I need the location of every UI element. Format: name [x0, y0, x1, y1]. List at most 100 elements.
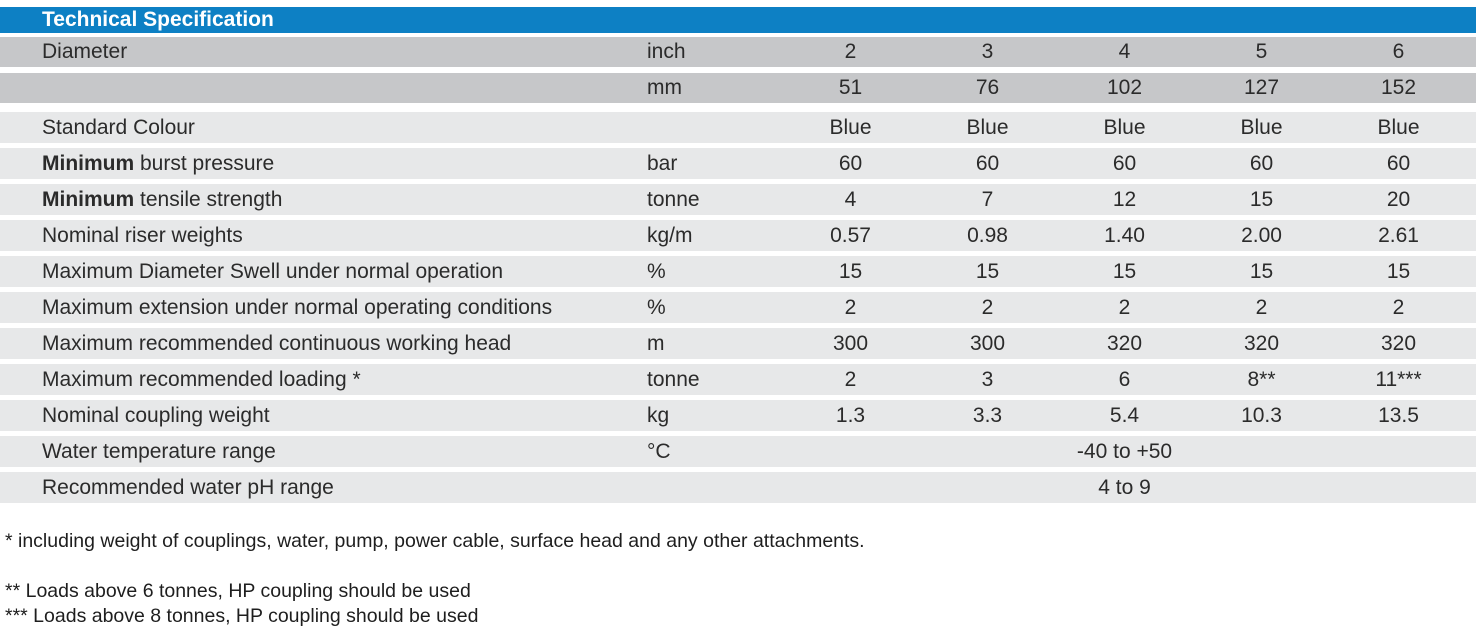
row-value: 76: [975, 76, 1000, 99]
row-value: 2: [981, 295, 994, 319]
row-value: Blue: [1240, 115, 1283, 139]
row-unit: %: [647, 295, 666, 319]
row-value: Blue: [1377, 115, 1420, 139]
row-value: 2: [1392, 295, 1405, 319]
row-value: 4: [844, 187, 857, 211]
row-value: 60: [838, 151, 863, 175]
row-value: 15: [1112, 259, 1137, 283]
row-unit: kg: [647, 403, 670, 427]
row-unit: tonne: [647, 367, 700, 391]
row-label: Nominal riser weights: [42, 223, 243, 247]
row-value: 3.3: [972, 403, 1003, 427]
footnote-group: ** Loads above 6 tonnes, HP coupling sho…: [0, 579, 1476, 629]
footnote-loading-definition: * including weight of couplings, water, …: [5, 530, 865, 552]
row-value: Blue: [829, 115, 872, 139]
table-row: Recommended water pH range 4 to 9: [0, 472, 1476, 503]
row-value: 300: [969, 331, 1006, 355]
row-unit: kg/m: [647, 223, 693, 247]
row-value: 2: [844, 40, 857, 63]
row-value: 60: [1249, 151, 1274, 175]
row-value: 11***: [1375, 367, 1422, 391]
row-value: 2: [1255, 295, 1268, 319]
table-row: Nominal riser weights kg/m 0.57 0.98 1.40 2.0…: [0, 220, 1476, 251]
row-value: 15: [1386, 259, 1411, 283]
row-value: 152: [1380, 76, 1417, 99]
row-label: Nominal coupling weight: [42, 403, 270, 427]
table-row: Nominal coupling weight kg 1.3 3.3 5.4 10.3 13…: [0, 400, 1476, 431]
row-label: Maximum recommended continuous working h…: [42, 331, 512, 355]
row-label-bold-part: Minimum: [42, 151, 135, 175]
row-unit: inch: [647, 40, 686, 63]
row-value: 2: [1118, 295, 1131, 319]
row-label-bold-part: Minimum: [42, 187, 135, 211]
row-value: 3: [981, 40, 994, 63]
row-unit: tonne: [647, 187, 700, 211]
row-label: Diameter: [42, 40, 128, 63]
row-value: 60: [1112, 151, 1137, 175]
spec-table: Diameter inch 2 3 4 5 6 mm 51 76 102 127 152 Standard…: [0, 37, 1476, 503]
row-value: 15: [975, 259, 1000, 283]
row-value: 20: [1386, 187, 1411, 211]
row-value: 300: [832, 331, 869, 355]
row-value: 6: [1118, 367, 1131, 391]
row-value: 320: [1243, 331, 1280, 355]
row-value: 102: [1106, 76, 1143, 99]
row-unit: °C: [647, 439, 671, 463]
row-value: 127: [1243, 76, 1280, 99]
table-row: Minimum burst pressure bar 60 60 60 60 60: [0, 148, 1476, 179]
row-value: 320: [1106, 331, 1143, 355]
row-value: 15: [838, 259, 863, 283]
row-unit: m: [647, 331, 665, 355]
row-value: 0.57: [830, 223, 871, 247]
row-value: 2.61: [1378, 223, 1419, 247]
row-label: Minimum tensile strength: [42, 187, 283, 211]
row-value: Blue: [966, 115, 1009, 139]
row-value: 13.5: [1378, 403, 1419, 427]
row-value: 1.3: [835, 403, 866, 427]
table-row: Maximum recommended continuous working h…: [0, 328, 1476, 359]
table-row: Maximum Diameter Swell under normal oper…: [0, 256, 1476, 287]
row-value: 5.4: [1109, 403, 1140, 427]
row-value: 0.98: [967, 223, 1008, 247]
footnote-hp-coupling-8t: *** Loads above 8 tonnes, HP coupling sh…: [5, 605, 479, 627]
row-value: 4: [1118, 40, 1131, 63]
table-title: Technical Specification: [42, 8, 274, 31]
row-label: Water temperature range: [42, 439, 276, 463]
row-value: 15: [1249, 259, 1274, 283]
row-value: 320: [1380, 331, 1417, 355]
row-value: 12: [1112, 187, 1137, 211]
footnote-hp-coupling-6t: ** Loads above 6 tonnes, HP coupling sho…: [5, 580, 471, 602]
row-label: Maximum Diameter Swell under normal oper…: [42, 259, 504, 283]
row-merged-value: 4 to 9: [1098, 475, 1151, 499]
row-value: 15: [1249, 187, 1274, 211]
row-value: 5: [1255, 40, 1268, 63]
row-value: 2.00: [1241, 223, 1282, 247]
row-label: Standard Colour: [42, 115, 195, 139]
table-row: Standard Colour Blue Blue Blue Blue Blue: [0, 112, 1476, 143]
row-value: 60: [1386, 151, 1411, 175]
row-value: 6: [1392, 40, 1405, 63]
row-value: 2: [844, 367, 857, 391]
row-value: 3: [981, 367, 994, 391]
row-merged-value: -40 to +50: [1076, 439, 1173, 463]
row-label: Minimum burst pressure: [42, 151, 275, 175]
row-label: Maximum extension under normal operating…: [42, 295, 553, 319]
table-row: Maximum extension under normal operating…: [0, 292, 1476, 323]
row-value: 60: [975, 151, 1000, 175]
table-row: Diameter inch 2 3 4 5 6: [0, 37, 1476, 67]
row-value: 10.3: [1241, 403, 1282, 427]
row-value: 51: [838, 76, 863, 99]
table-row: mm 51 76 102 127 152: [0, 73, 1476, 103]
row-unit: bar: [647, 151, 678, 175]
row-label: Recommended water pH range: [42, 475, 334, 499]
row-value: Blue: [1103, 115, 1146, 139]
technical-spec-page: Technical Specification Diameter inch 2 3 4 5…: [0, 7, 1476, 643]
row-value: 8**: [1247, 367, 1276, 391]
table-title-bar: Technical Specification: [0, 7, 1476, 33]
row-label: Maximum recommended loading *: [42, 367, 361, 391]
row-value: 2: [844, 295, 857, 319]
table-row: Water temperature range °C -40 to +50: [0, 436, 1476, 467]
table-row: Maximum recommended loading * tonne 2 3 6 8**…: [0, 364, 1476, 395]
row-unit: %: [647, 259, 666, 283]
table-row: Minimum tensile strength tonne 4 7 12 15 20: [0, 184, 1476, 215]
